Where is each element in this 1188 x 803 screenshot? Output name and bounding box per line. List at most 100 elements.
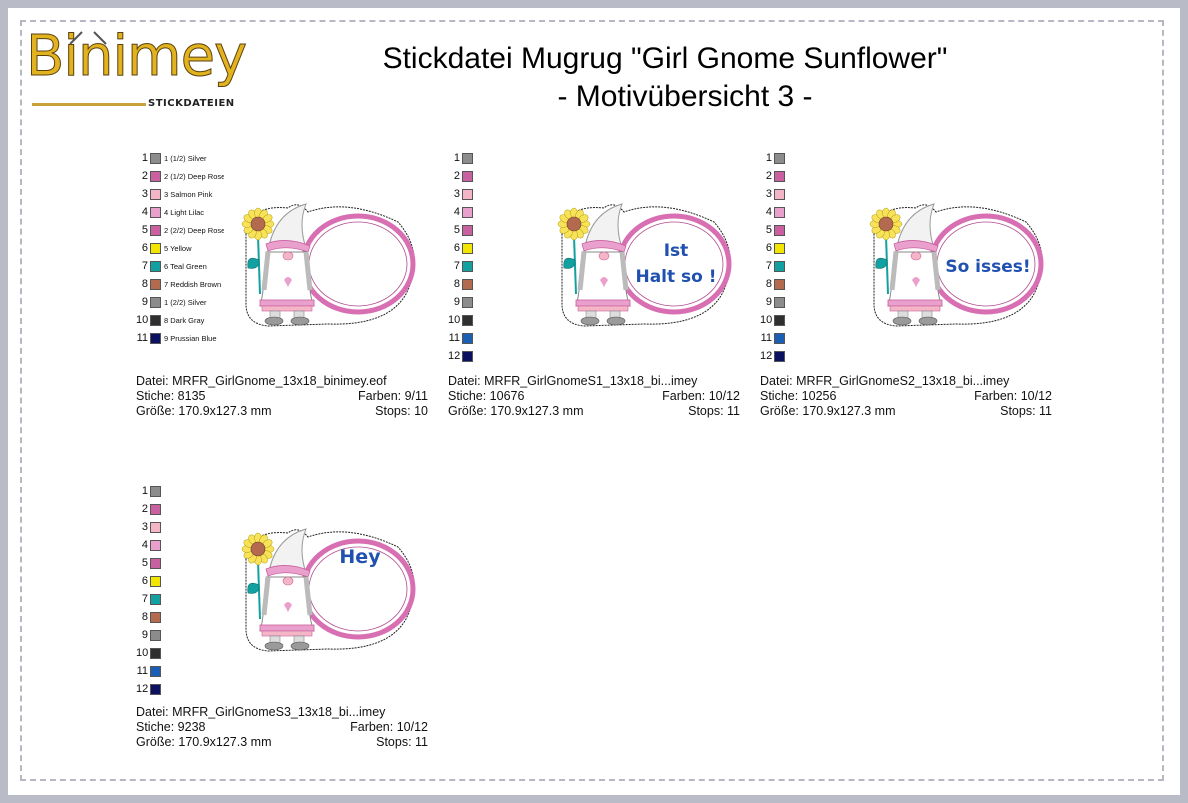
color-swatch xyxy=(462,260,473,272)
color-legend-row: 1 xyxy=(136,483,246,499)
color-name: 1 (2/2) Silver xyxy=(164,297,207,307)
file-name: Datei: MRFR_GirlGnomeS1_13x18_bi...imey xyxy=(448,374,698,388)
color-index: 8 xyxy=(765,278,772,290)
file-info: Datei: MRFR_GirlGnomeS2_13x18_bi...imey S… xyxy=(760,374,1052,419)
gnome-design-illustration: So isses! xyxy=(869,203,1044,327)
color-swatch xyxy=(774,206,785,218)
color-count: Farben: 9/11 xyxy=(358,389,428,403)
color-swatch xyxy=(462,242,473,254)
color-count: Farben: 10/12 xyxy=(350,720,428,734)
color-index: 4 xyxy=(141,206,148,218)
color-legend-row: 10 xyxy=(136,645,246,661)
design-preview: Ist Halt so ! xyxy=(544,194,734,339)
overview-sheet xyxy=(8,8,1180,795)
color-index: 6 xyxy=(765,242,772,254)
color-legend-row: 6 xyxy=(136,573,246,589)
color-legend-row: 9 xyxy=(760,294,870,310)
stitch-count: Stiche: 10676 xyxy=(448,389,525,403)
color-swatch xyxy=(150,611,161,623)
file-name: Datei: MRFR_GirlGnomeS2_13x18_bi...imey xyxy=(760,374,1010,388)
color-swatch xyxy=(150,539,161,551)
color-index: 2 xyxy=(765,170,772,182)
color-index: 5 xyxy=(141,224,148,236)
color-swatch xyxy=(150,503,161,515)
color-legend-row: 1 1 (1/2) Silver xyxy=(136,150,246,166)
color-swatch xyxy=(150,575,161,587)
brand-logo: Binimey STICKDATEIEN xyxy=(25,24,276,118)
color-swatch xyxy=(150,521,161,533)
color-name: 8 Dark Gray xyxy=(164,315,205,325)
color-legend-row: 2 2 (1/2) Deep Rose xyxy=(136,168,246,184)
color-swatch xyxy=(150,683,161,695)
file-info: Datei: MRFR_GirlGnomeS3_13x18_bi...imey S… xyxy=(136,705,428,750)
color-index: 2 xyxy=(141,170,148,182)
color-legend-row: 4 4 Light Lilac xyxy=(136,204,246,220)
color-swatch xyxy=(774,170,785,182)
color-legend-row: 5 xyxy=(136,555,246,571)
color-index: 10 xyxy=(448,314,461,326)
color-legend-row: 3 xyxy=(760,186,870,202)
color-index: 10 xyxy=(136,314,149,326)
color-index: 12 xyxy=(448,350,461,362)
color-swatch xyxy=(462,170,473,182)
color-name: 2 (1/2) Deep Rose xyxy=(164,171,224,181)
design-size: Größe: 170.9x127.3 mm xyxy=(760,404,896,418)
color-index: 10 xyxy=(760,314,773,326)
color-count: Farben: 10/12 xyxy=(662,389,740,403)
color-swatch xyxy=(462,332,473,344)
color-index: 6 xyxy=(453,242,460,254)
color-legend-row: 1 xyxy=(760,150,870,166)
color-index: 1 xyxy=(453,152,460,164)
color-index: 1 xyxy=(141,485,148,497)
needles-icon xyxy=(69,31,107,45)
color-index: 1 xyxy=(765,152,772,164)
logo-thread-line xyxy=(32,103,146,106)
color-index: 7 xyxy=(141,260,148,272)
dashed-border xyxy=(20,20,1164,781)
color-swatch xyxy=(150,593,161,605)
color-legend-row: 12 xyxy=(136,681,246,697)
stitch-count: Stiche: 9238 xyxy=(136,720,206,734)
color-index: 12 xyxy=(760,350,773,362)
color-legend-row: 7 xyxy=(136,591,246,607)
stitch-count: Stiche: 10256 xyxy=(760,389,837,403)
design-preview xyxy=(228,194,418,339)
color-index: 12 xyxy=(136,683,149,695)
color-legend-row: 9 xyxy=(136,627,246,643)
color-swatch xyxy=(150,152,161,164)
design-preview: Hey xyxy=(228,519,418,664)
color-swatch xyxy=(774,314,785,326)
file-info: Datei: MRFR_GirlGnomeS1_13x18_bi...imey S… xyxy=(448,374,740,419)
color-legend-row: 3 xyxy=(136,519,246,535)
color-swatch xyxy=(150,170,161,182)
color-index: 11 xyxy=(136,665,148,677)
color-swatch xyxy=(150,260,161,272)
color-swatch xyxy=(462,314,473,326)
color-legend-row: 7 6 Teal Green xyxy=(136,258,246,274)
color-swatch xyxy=(150,647,161,659)
color-swatch xyxy=(774,350,785,362)
color-swatch xyxy=(150,314,161,326)
color-legend-row: 8 xyxy=(760,276,870,292)
brand-subtitle: STICKDATEIEN xyxy=(148,98,235,109)
color-name: 4 Light Lilac xyxy=(164,207,205,217)
color-swatch xyxy=(150,278,161,290)
color-swatch xyxy=(462,350,473,362)
color-swatch xyxy=(774,152,785,164)
color-swatch xyxy=(774,242,785,254)
motif-panel: 1 2 3 4 5 6 7 8 9 10 11 12 So isses! Datei: MRFR_Girl… xyxy=(760,150,1060,430)
color-index: 5 xyxy=(141,557,148,569)
color-index: 3 xyxy=(141,188,148,200)
motif-panel: 1 2 3 4 5 6 7 8 9 10 11 12 Hey Datei: MRFR_GirlGnomeS… xyxy=(136,483,436,763)
color-legend-row: 8 xyxy=(448,276,558,292)
color-index: 1 xyxy=(141,152,148,164)
color-legend-row: 4 xyxy=(448,204,558,220)
color-swatch xyxy=(462,278,473,290)
color-legend-row: 1 xyxy=(448,150,558,166)
design-size: Größe: 170.9x127.3 mm xyxy=(136,735,272,749)
color-swatch xyxy=(150,188,161,200)
color-swatch xyxy=(774,278,785,290)
color-swatch xyxy=(462,296,473,308)
color-index: 7 xyxy=(453,260,460,272)
color-count: Farben: 10/12 xyxy=(974,389,1052,403)
